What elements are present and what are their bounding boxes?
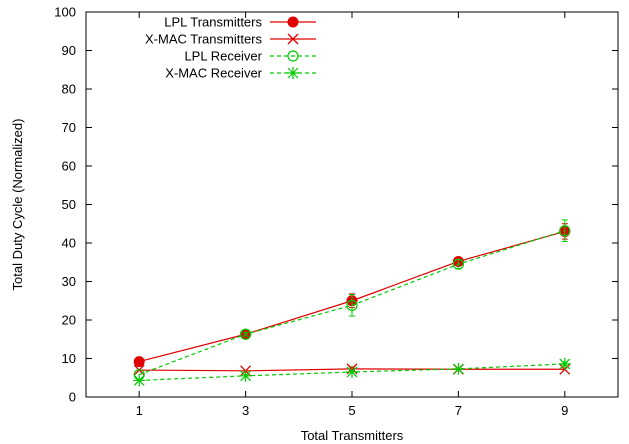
legend-label: X-MAC Transmitters (145, 32, 263, 47)
x-tick-label: 5 (348, 403, 355, 418)
x-axis-label: Total Transmitters (301, 428, 404, 443)
data-point (559, 225, 571, 237)
y-tick-label: 90 (62, 43, 76, 58)
y-tick-label: 80 (62, 82, 76, 97)
y-tick-label: 40 (62, 236, 76, 251)
legend-marker (287, 50, 299, 62)
y-tick-label: 0 (69, 390, 76, 405)
y-tick-label: 60 (62, 159, 76, 174)
error-bar (561, 219, 568, 242)
data-point (452, 258, 464, 270)
legend-label: LPL Transmitters (164, 15, 262, 30)
y-tick-label: 10 (62, 351, 76, 366)
y-tick-label: 100 (54, 5, 76, 20)
data-point (133, 374, 146, 387)
legend-marker (287, 33, 299, 45)
x-tick-label: 1 (136, 403, 143, 418)
data-point (133, 356, 145, 368)
y-tick-label: 70 (62, 120, 76, 135)
series-x-mac-receiver (133, 357, 571, 387)
error-bar (242, 331, 249, 337)
legend-marker (287, 67, 299, 79)
y-axis-label: Total Duty Cycle (Normalized) (10, 119, 25, 291)
x-tick-label: 7 (455, 403, 462, 418)
data-point (346, 299, 358, 311)
series-lpl-receiver (133, 219, 571, 381)
data-point (240, 328, 252, 340)
axis-ticks: 0 10 20 30 40 50 60 70 80 90 100 1 3 5 7 9 (54, 5, 618, 418)
data-point (239, 369, 252, 382)
y-tick-label: 30 (62, 274, 76, 289)
error-bar (349, 294, 355, 317)
legend-label: LPL Receiver (184, 49, 262, 64)
legend: LPL Transmitters X-MAC Transmitters LPL Re… (145, 15, 316, 81)
x-tick-label: 9 (561, 403, 568, 418)
data-point (452, 362, 465, 375)
x-tick-label: 3 (242, 403, 249, 418)
series-layer (133, 219, 571, 387)
y-tick-label: 20 (62, 313, 76, 328)
data-point (346, 365, 358, 378)
legend-marker (287, 16, 299, 28)
data-point (558, 357, 571, 370)
legend-label: X-MAC Receiver (165, 66, 262, 81)
y-tick-label: 50 (62, 197, 76, 212)
